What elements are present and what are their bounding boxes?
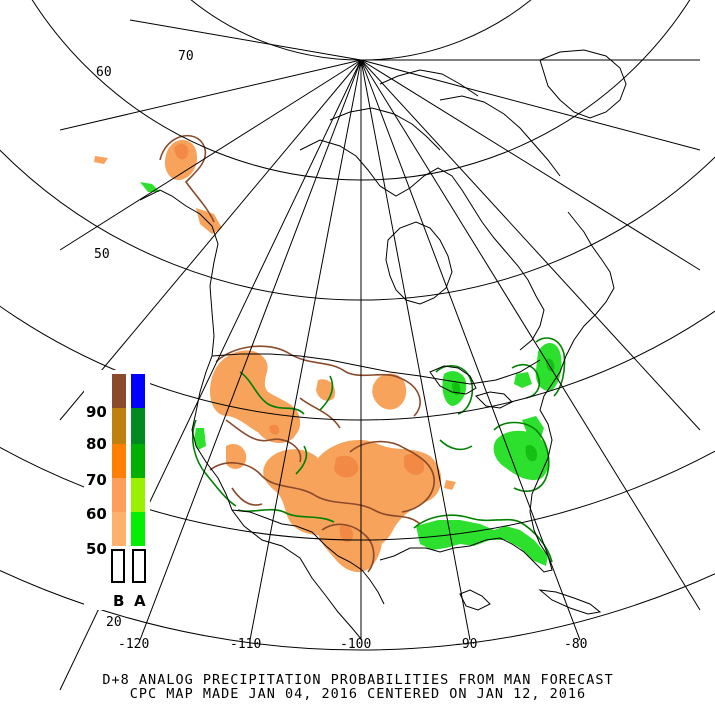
lon-label-90: -90: [454, 637, 477, 652]
legend-above-80: [131, 408, 145, 444]
legend-above-empty: [132, 549, 146, 583]
legend-above-90: [131, 374, 145, 408]
parallel-40: [0, 305, 715, 421]
legend-below-70: [112, 444, 126, 478]
above-area-california: [194, 428, 206, 450]
parallel-20: [0, 569, 715, 651]
below-area-alaska-panhandle: [196, 208, 222, 234]
above-contours: [191, 337, 566, 563]
parallel-60: [31, 0, 691, 181]
us-canada-border: [211, 353, 541, 385]
below-area-florida-small: [444, 480, 456, 490]
legend: 90 80 70 60 50 B A: [84, 370, 150, 610]
us-mexico-border: [231, 509, 363, 571]
legend-below-label: B: [113, 592, 124, 610]
below-area-plains-north: [372, 373, 407, 410]
lat-label-50: 50: [94, 247, 110, 262]
caption-line-2: CPC MAP MADE JAN 04, 2016 CENTERED ON JA…: [130, 686, 586, 702]
legend-below-90: [112, 374, 126, 408]
legend-above-label: A: [134, 592, 146, 610]
lon-label-100: -100: [340, 637, 371, 652]
great-lakes: [429, 365, 513, 409]
below-normal-strong-areas: [174, 143, 425, 543]
above-area-bc: [140, 182, 160, 192]
legend-level-90: 90: [86, 403, 107, 421]
lon-label-120: -120: [118, 637, 149, 652]
north-america-outline: [139, 189, 615, 641]
greenland: [539, 49, 627, 119]
legend-below-80: [112, 408, 126, 444]
legend-above-60: [131, 478, 145, 512]
below-area-alaska: [164, 139, 198, 181]
below-area-great-basin: [226, 443, 247, 469]
legend-level-50: 50: [86, 540, 107, 558]
lon-label-80: -80: [564, 637, 587, 652]
lat-label-60: 60: [96, 65, 112, 80]
above-normal-strong-areas: [452, 358, 555, 462]
cuba: [538, 589, 602, 615]
legend-below-60: [112, 478, 126, 512]
hudson-bay: [385, 221, 453, 305]
longitude-labels: -120 -110 -100 -90 -80: [118, 637, 587, 652]
above-normal-areas: [140, 182, 562, 566]
legend-below-empty: [111, 549, 125, 583]
lat-label-70: 70: [178, 49, 194, 64]
legend-level-60: 60: [86, 505, 107, 523]
below-area-texas: [317, 512, 383, 573]
parallel-70: [190, 0, 532, 61]
map-caption: D+8 ANALOG PRECIPITATION PROBABILITIES F…: [102, 672, 613, 702]
caption-line-1: D+8 ANALOG PRECIPITATION PROBABILITIES F…: [102, 672, 613, 688]
lon-label-110: -110: [230, 637, 261, 652]
above-area-ny: [514, 372, 532, 388]
above-area-gulf-coast: [416, 520, 548, 566]
legend-above-70: [131, 444, 145, 478]
graticule: [0, 0, 715, 691]
below-area-bc-coast: [94, 156, 108, 164]
legend-level-70: 70: [86, 471, 107, 489]
legend-below-50: [112, 512, 126, 546]
above-area-southeast: [493, 430, 550, 481]
below-area-southwest: [263, 439, 442, 550]
below-normal-areas: [94, 139, 456, 573]
canada-arctic: [299, 69, 561, 351]
below-contours: [159, 135, 435, 573]
legend-above-50: [131, 512, 145, 546]
legend-level-80: 80: [86, 435, 107, 453]
lat-label-20: 20: [106, 615, 122, 630]
